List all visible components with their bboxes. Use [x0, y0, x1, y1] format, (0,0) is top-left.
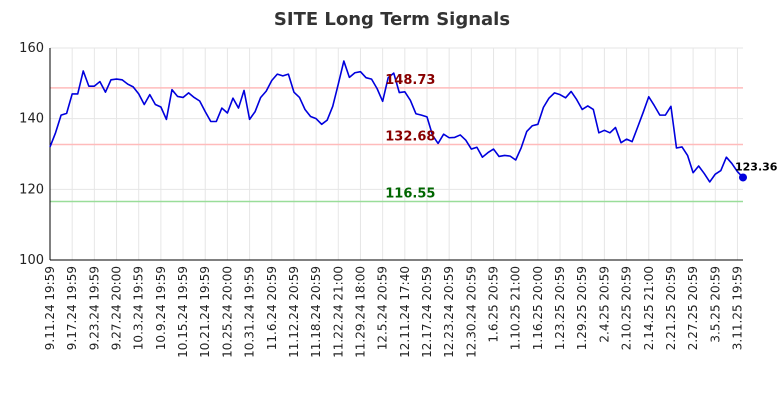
- x-tick-label: 2.10.25 20:59: [620, 266, 634, 350]
- x-tick-label: 2.14.25 21:00: [642, 266, 656, 350]
- y-tick-label: 160: [19, 41, 44, 56]
- last-point-marker: [739, 173, 747, 182]
- x-tick-label: 11.6.24 20:59: [265, 266, 279, 350]
- x-tick-label: 2.4.25 20:59: [597, 266, 611, 343]
- x-tick-label: 1.6.25 20:59: [487, 266, 501, 343]
- x-tick-label: 1.23.25 20:59: [553, 266, 567, 350]
- x-tick-label: 3.11.25 19:59: [730, 266, 744, 350]
- x-tick-label: 3.5.25 20:59: [708, 266, 722, 343]
- x-tick-label: 12.17.24 20:59: [420, 266, 434, 358]
- x-tick-label: 1.10.25 21:00: [509, 266, 523, 350]
- last-value-label: 123.36: [735, 160, 778, 173]
- axes: 100 120 140 160 9.11.24 19:59 9.17.24 19:59 9.…: [19, 41, 744, 358]
- x-tick-label: 2.21.25 20:59: [664, 266, 678, 350]
- x-tick-label: 9.23.24 19:59: [87, 266, 101, 350]
- reference-label-upper: 148.73: [385, 73, 435, 88]
- series-layer: [49, 60, 747, 183]
- x-tick-label: 10.15.24 19:59: [176, 266, 190, 358]
- x-tick-label: 9.17.24 19:59: [65, 266, 79, 350]
- y-tick-label: 100: [19, 253, 44, 268]
- x-tick-label: 12.23.24 20:59: [442, 266, 456, 358]
- x-tick-label: 12.5.24 20:59: [376, 266, 390, 350]
- y-tick-label: 140: [19, 112, 44, 127]
- x-tick-label: 9.27.24 20:00: [110, 266, 124, 350]
- x-tick-label: 11.29.24 18:00: [353, 266, 367, 358]
- x-tick-label: 10.25.24 20:00: [220, 266, 234, 358]
- x-tick-label: 11.22.24 21:00: [331, 266, 345, 358]
- reference-label-middle: 132.68: [385, 130, 435, 145]
- reference-lines: [50, 87, 743, 203]
- labels: 148.73 132.68 116.55 123.36: [385, 73, 778, 202]
- y-tick-label: 120: [19, 182, 44, 197]
- x-tick-label: 11.18.24 20:59: [309, 266, 323, 358]
- x-tick-label: 1.16.25 20:00: [531, 266, 545, 350]
- x-tick-label: 10.3.24 19:59: [132, 266, 146, 350]
- x-tick-label: 12.11.24 17:40: [398, 266, 412, 358]
- x-tick-label: 10.31.24 19:59: [243, 266, 257, 358]
- grid: [49, 47, 743, 261]
- x-tick-label: 12.30.24 20:59: [464, 266, 478, 358]
- x-tick-label: 10.21.24 19:59: [198, 266, 212, 358]
- reference-label-lower: 116.55: [385, 187, 435, 202]
- x-tick-label: 2.27.25 20:59: [686, 266, 700, 350]
- chart-title: SITE Long Term Signals: [274, 9, 510, 30]
- price-series-line: [49, 60, 744, 183]
- x-tick-label: 9.11.24 19:59: [43, 266, 57, 350]
- x-tick-label: 11.12.24 20:59: [287, 266, 301, 358]
- x-tick-label: 10.9.24 19:59: [154, 266, 168, 350]
- x-tick-label: 1.29.25 20:59: [575, 266, 589, 350]
